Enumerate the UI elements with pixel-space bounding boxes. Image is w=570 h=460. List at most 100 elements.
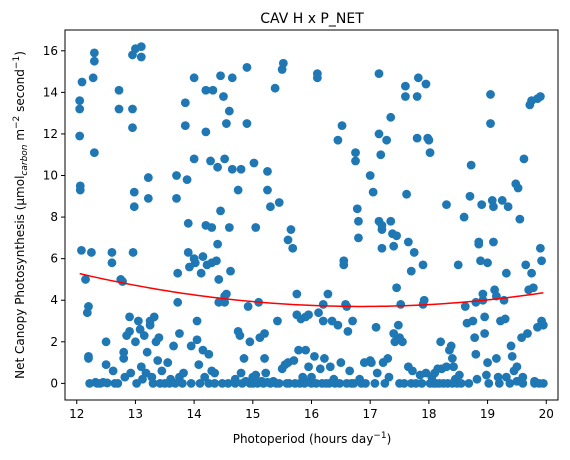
data-point xyxy=(114,85,124,95)
data-point xyxy=(216,71,225,81)
data-point xyxy=(75,131,85,141)
data-point xyxy=(289,356,299,365)
data-point xyxy=(401,92,410,101)
data-point xyxy=(88,73,98,83)
x-tick-label: 16 xyxy=(304,407,319,421)
data-point xyxy=(129,202,139,212)
x-axis-ticks: 12 13 14 15 16 17 18 19 20 xyxy=(69,400,554,421)
data-point xyxy=(392,231,401,241)
data-point xyxy=(87,248,96,257)
data-point xyxy=(194,360,204,370)
data-point xyxy=(266,202,275,212)
data-point xyxy=(380,378,390,388)
data-point xyxy=(172,193,181,203)
data-point xyxy=(186,341,196,351)
data-point xyxy=(500,314,510,324)
data-point xyxy=(370,378,380,388)
data-point xyxy=(374,69,384,79)
data-point xyxy=(242,119,252,128)
data-point xyxy=(339,260,349,270)
data-point xyxy=(406,266,416,276)
data-point xyxy=(513,183,523,193)
data-point xyxy=(455,370,464,380)
data-point xyxy=(206,156,215,166)
data-point xyxy=(131,337,140,347)
data-point xyxy=(365,171,375,180)
data-point xyxy=(501,268,511,278)
data-point xyxy=(89,148,99,158)
data-point xyxy=(512,362,522,372)
data-point xyxy=(486,90,495,99)
data-point xyxy=(535,243,545,253)
data-point xyxy=(307,372,316,382)
data-point xyxy=(486,119,495,128)
data-point xyxy=(419,295,429,305)
data-point xyxy=(196,268,206,278)
data-point xyxy=(389,241,399,251)
data-point xyxy=(472,374,482,384)
x-tick-label: 20 xyxy=(539,407,554,421)
data-point xyxy=(224,223,234,232)
data-point xyxy=(447,354,457,363)
data-point xyxy=(251,223,261,232)
data-point xyxy=(376,150,386,160)
data-point xyxy=(377,225,387,234)
data-point xyxy=(128,123,137,133)
data-point xyxy=(263,185,272,195)
data-point xyxy=(239,354,249,363)
data-point xyxy=(476,256,485,266)
data-point xyxy=(173,268,183,278)
data-point xyxy=(503,202,513,212)
y-axis-label: Net Canopy Photosynthesis (μmolcarbon m−… xyxy=(12,51,30,379)
data-point xyxy=(235,331,245,340)
data-point xyxy=(204,349,214,359)
data-point xyxy=(84,354,93,363)
data-point xyxy=(273,316,282,326)
data-point xyxy=(315,364,325,374)
data-point xyxy=(119,347,129,357)
data-point xyxy=(374,129,384,139)
data-point xyxy=(219,92,228,101)
y-tick-label: 14 xyxy=(43,85,58,99)
data-point xyxy=(352,204,362,214)
data-point xyxy=(157,366,167,376)
data-point xyxy=(468,316,478,326)
data-point xyxy=(413,73,423,83)
data-point xyxy=(325,362,335,372)
data-point xyxy=(170,378,180,388)
data-point xyxy=(183,218,193,228)
data-point xyxy=(139,331,149,340)
x-tick-label: 12 xyxy=(69,407,84,421)
data-point xyxy=(304,362,313,372)
data-point xyxy=(386,216,396,226)
data-point xyxy=(128,104,137,114)
data-point xyxy=(421,79,431,89)
data-point xyxy=(84,302,93,311)
data-point xyxy=(172,171,181,180)
data-point xyxy=(294,345,303,355)
data-point xyxy=(521,260,531,270)
data-point xyxy=(396,299,406,309)
data-point xyxy=(392,283,401,293)
data-point xyxy=(446,341,456,351)
data-point xyxy=(403,237,413,247)
data-point xyxy=(119,354,129,363)
data-point xyxy=(515,214,525,224)
data-point xyxy=(393,320,403,330)
data-point xyxy=(77,77,87,87)
data-point xyxy=(125,327,134,336)
data-point xyxy=(89,56,99,66)
data-point xyxy=(304,310,313,320)
data-point xyxy=(143,173,153,182)
x-axis-label-end: ) xyxy=(387,432,392,446)
data-point xyxy=(180,121,190,131)
data-point xyxy=(210,368,220,378)
data-point xyxy=(107,248,117,257)
data-point xyxy=(75,96,85,106)
data-point xyxy=(401,81,410,91)
data-point xyxy=(456,378,466,388)
data-point xyxy=(478,289,488,299)
data-point xyxy=(460,302,470,311)
data-point xyxy=(236,164,246,174)
data-point xyxy=(113,378,123,388)
